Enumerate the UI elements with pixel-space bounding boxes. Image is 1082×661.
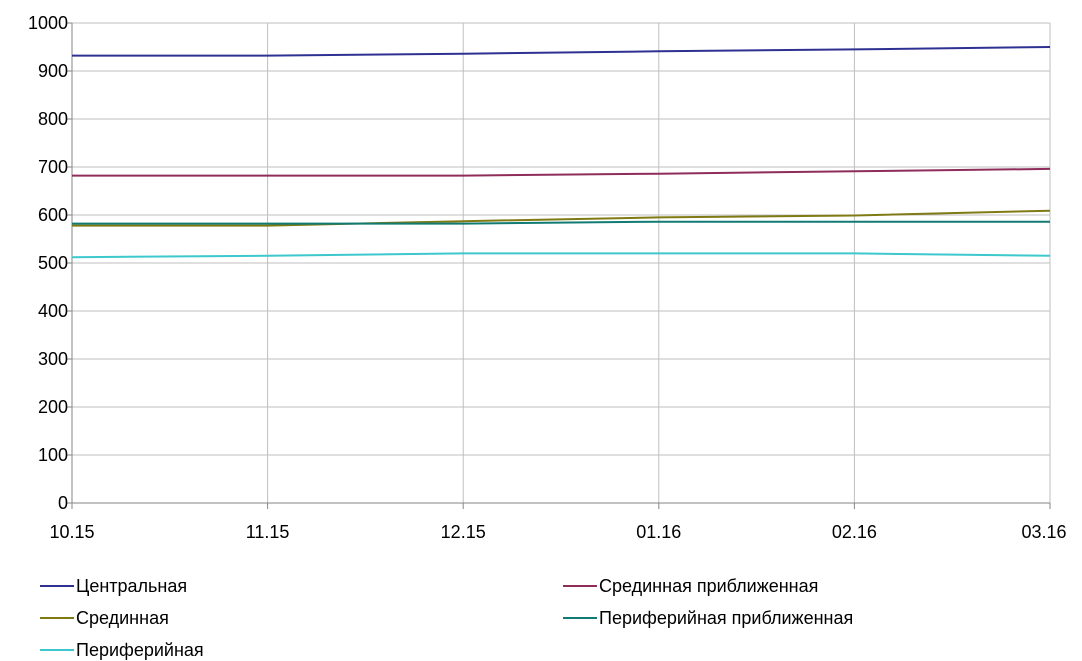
x-tick-label: 10.15 (49, 522, 94, 542)
series-line-3 (72, 209, 1051, 227)
y-tick-label: 900 (38, 61, 68, 81)
x-tick-label: 03.16 (1021, 522, 1066, 542)
legend-item: Срединная приближенная (563, 576, 818, 596)
legend-label: Срединная приближенная (599, 576, 818, 596)
x-axis-ticks: 10.15 11.15 12.15 01.16 02.16 03.16 (49, 503, 1067, 542)
x-tick-label: 01.16 (636, 522, 681, 542)
y-tick-label: 400 (38, 301, 68, 321)
legend-label: Периферийная приближенная (599, 608, 853, 628)
y-tick-label: 200 (38, 397, 68, 417)
y-tick-label: 700 (38, 157, 68, 177)
y-tick-label: 0 (58, 493, 68, 513)
series-line-4 (72, 220, 1050, 225)
series-line-2 (72, 167, 1051, 177)
y-tick-label: 800 (38, 109, 68, 129)
legend-item: Периферийная приближенная (563, 608, 853, 628)
x-tick-label: 11.15 (246, 522, 290, 542)
y-tick-label: 300 (38, 349, 68, 369)
y-axis-ticks: 0 100 200 300 400 500 600 700 800 900 1000 (28, 13, 72, 513)
y-tick-label: 1000 (28, 13, 68, 33)
x-tick-label: 02.16 (832, 522, 877, 542)
legend: Центральная Срединная приближенная Срединн… (40, 576, 853, 660)
legend-item: Срединная (40, 608, 169, 628)
legend-item: Центральная (40, 576, 187, 596)
y-tick-label: 600 (38, 205, 68, 225)
series-lines (71, 46, 1051, 259)
legend-item: Периферийная (40, 640, 204, 660)
y-tick-label: 100 (38, 445, 68, 465)
legend-label: Срединная (76, 608, 169, 628)
series-line-1 (72, 46, 1051, 57)
x-tick-label: 12.15 (441, 522, 486, 542)
legend-label: Периферийная (76, 640, 204, 660)
series-line-5 (71, 252, 1051, 259)
legend-label: Центральная (76, 576, 187, 596)
gridlines (72, 22, 1051, 503)
y-tick-label: 500 (38, 253, 68, 273)
